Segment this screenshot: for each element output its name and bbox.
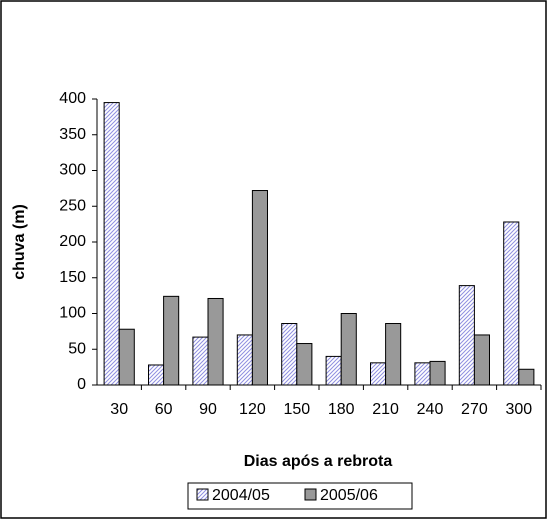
x-tick-label: 60	[155, 401, 173, 418]
x-tick-label: 210	[372, 401, 399, 418]
bar	[118, 328, 135, 386]
y-tick-label: 250	[59, 197, 86, 214]
x-tick-label: 270	[461, 401, 488, 418]
x-tick-label: 240	[417, 401, 444, 418]
x-tick-label: 30	[110, 401, 128, 418]
bar	[473, 334, 490, 386]
legend-label: 2005/06	[320, 487, 378, 504]
legend-swatch	[304, 488, 317, 501]
x-tick-label: 120	[239, 401, 266, 418]
bar	[429, 360, 446, 386]
bar	[236, 334, 253, 386]
bar	[281, 323, 298, 386]
bar	[103, 102, 120, 386]
y-tick-label: 350	[59, 126, 86, 143]
y-tick-label: 300	[59, 162, 86, 179]
bar	[163, 295, 180, 386]
bar	[192, 336, 209, 386]
x-tick-label: 150	[283, 401, 310, 418]
x-tick-label: 180	[328, 401, 355, 418]
bar	[518, 368, 535, 386]
x-tick-label: 300	[505, 401, 532, 418]
bar	[148, 364, 165, 386]
bar	[207, 297, 224, 386]
y-tick-label: 100	[59, 305, 86, 322]
bar	[414, 362, 431, 386]
bar	[296, 343, 313, 386]
bar	[458, 285, 475, 386]
legend-swatch	[196, 488, 209, 501]
bar	[325, 355, 342, 386]
bar	[370, 362, 387, 386]
bar	[251, 190, 268, 386]
y-tick-label: 200	[59, 233, 86, 250]
y-tick-label: 400	[59, 90, 86, 107]
legend-box	[187, 482, 413, 510]
legend-label: 2004/05	[212, 487, 270, 504]
bar	[503, 221, 520, 386]
bar	[385, 323, 402, 386]
y-axis-title: chuva (m)	[11, 204, 28, 280]
x-tick-label: 90	[199, 401, 217, 418]
y-tick-label: 150	[59, 269, 86, 286]
bar	[340, 313, 357, 386]
y-tick-label: 50	[68, 340, 86, 357]
x-axis-title: Dias após a rebrota	[244, 453, 393, 470]
y-tick-label: 0	[77, 376, 86, 393]
